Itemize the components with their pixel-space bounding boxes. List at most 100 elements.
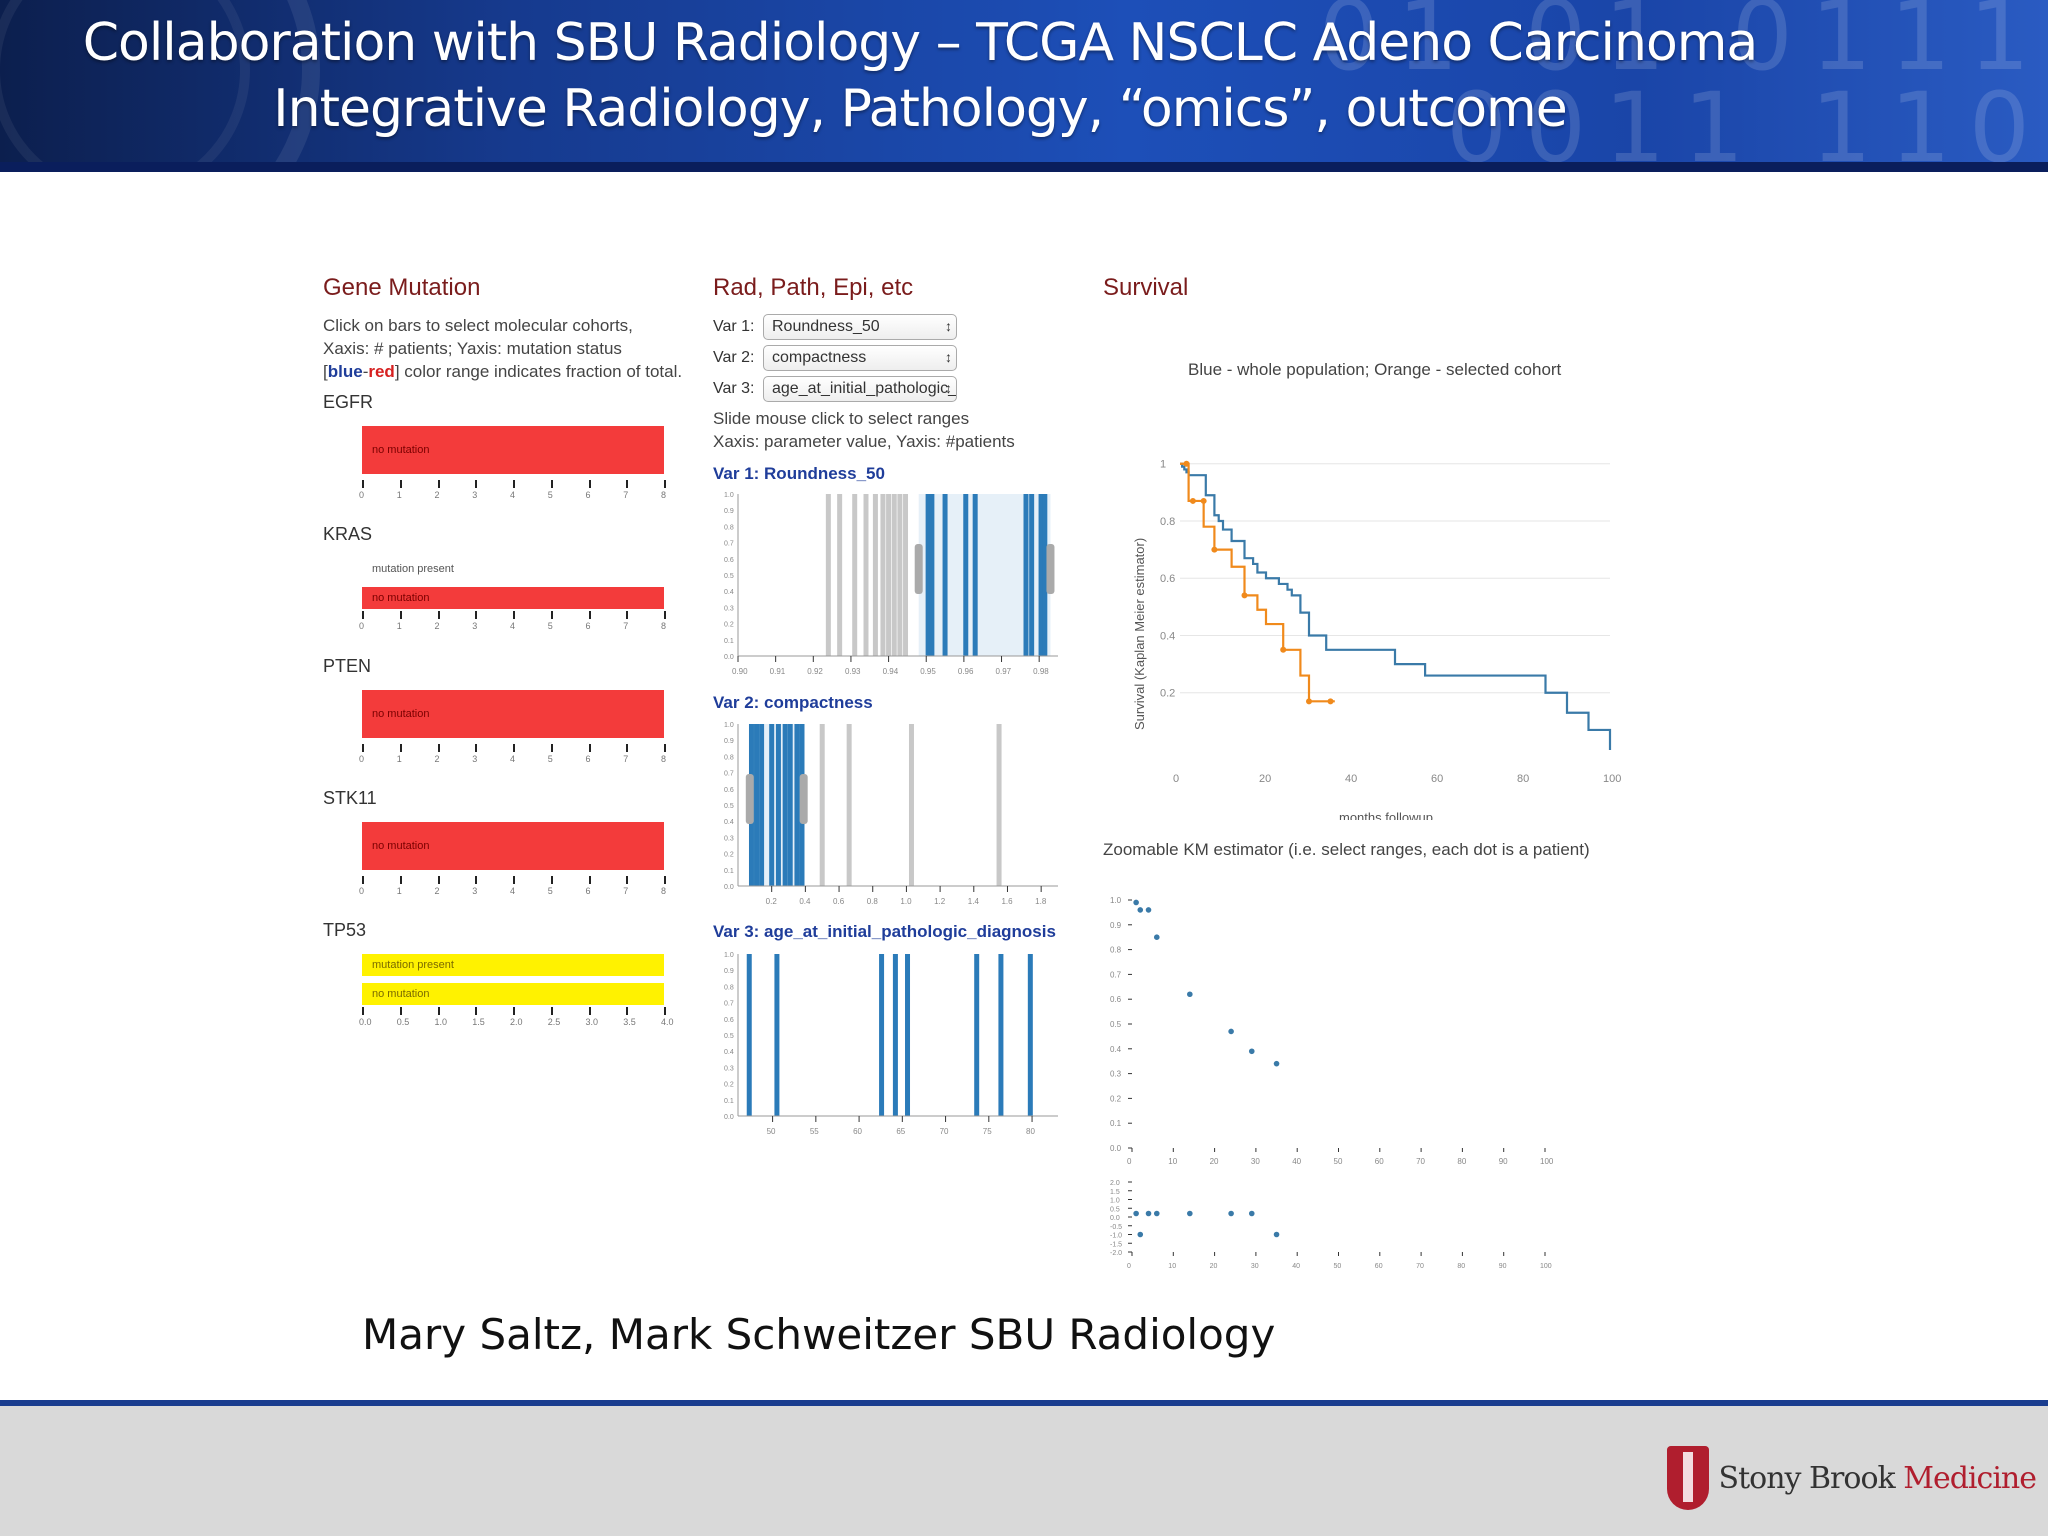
legend-dash: -	[362, 362, 369, 381]
y-tick-label: 0.6	[724, 557, 734, 564]
var2-label: Var 2:	[713, 349, 755, 366]
survival-km-chart[interactable]: 0.2 0.4 0.6 0.8 1 0 20 40 60 80 100 Survival (Kapla…	[1120, 440, 1640, 820]
axis-tick	[664, 744, 666, 752]
x-tick-label: 10	[1168, 1157, 1177, 1166]
x-axis-label: months followup	[1339, 810, 1433, 820]
x-tick-label: 0.95	[920, 667, 936, 676]
var3-select[interactable]: age_at_initial_pathologic_diagnosis	[763, 376, 957, 402]
axis-tick	[362, 480, 364, 488]
axis-tick-label: 0	[359, 754, 365, 764]
blue-bar	[929, 494, 935, 656]
y-tick-label: 1	[1160, 459, 1166, 471]
y-tick-label: 0.7	[724, 541, 734, 548]
legend-suffix: ] color range indicates fraction of tota…	[394, 362, 683, 381]
y-tick-label: 0.8	[724, 524, 734, 531]
rad-panel-heading: Rad, Path, Epi, etc	[713, 274, 914, 301]
y-tick-label: 0.4	[724, 589, 734, 596]
gene-bar-egfr-0[interactable]: no mutation	[362, 426, 664, 474]
patient-dot	[1273, 1231, 1280, 1238]
blue-bar	[769, 724, 775, 886]
axis-tick-label: 0.5	[396, 1017, 410, 1027]
axis-tick-label: 2	[434, 490, 440, 500]
y-tick-label: 0.2	[724, 1082, 734, 1089]
km-point	[1306, 698, 1312, 705]
zoomable-km-residual-scatter[interactable]: 2.0 1.5 1.00.5 0.0 -0.5 -1.0-1.5 -2.0 0 10 20 30 40…	[1100, 1176, 1560, 1272]
var3-histogram[interactable]: 0.0 0.1 0.2 0.3 0.4 0.5 0.6 0.7 0.8 0.9 1.0 50 55 60 6…	[700, 946, 1070, 1142]
blue-bar	[754, 724, 760, 886]
patient-dot	[1273, 1060, 1280, 1067]
x-tick-label: 90	[1499, 1263, 1507, 1270]
x-tick-label: 100	[1540, 1263, 1552, 1270]
grey-bar	[863, 494, 869, 656]
y-tick-label: 0.9	[1110, 921, 1122, 930]
brush-handle-right	[1046, 544, 1055, 594]
gene-bar-tp53-1[interactable]: no mutation	[362, 983, 664, 1005]
x-tick-label: 1.0	[900, 897, 912, 906]
patient-dot	[1187, 991, 1193, 998]
x-tick-label: 90	[1499, 1157, 1508, 1166]
logo-text-main: Stony Brook	[1718, 1460, 1896, 1496]
y-tick-label: 0.0	[724, 1114, 734, 1121]
km-point	[1200, 497, 1207, 504]
y-tick-label: 0.9	[724, 508, 734, 515]
x-tick-label: 1.8	[1035, 897, 1047, 906]
km-series-1	[1180, 462, 1335, 703]
grey-bar	[837, 494, 843, 656]
x-tick-label: 60	[853, 1127, 862, 1136]
axis-tick-label: 3	[472, 886, 478, 896]
blue-bar	[892, 954, 898, 1116]
y-tick-label: -0.5	[1110, 1224, 1122, 1231]
x-tick-label: 50	[767, 1127, 776, 1136]
blue-bar	[974, 954, 980, 1116]
axis-tick-label: 1.0	[434, 1017, 448, 1027]
x-tick-label: 1.4	[968, 897, 980, 906]
gene-bar-stk11-0[interactable]: no mutation	[362, 822, 664, 870]
axis-tick	[513, 744, 515, 752]
var2-histogram[interactable]: 0.0 0.1 0.2 0.3 0.4 0.5 0.6 0.7 0.8 0.9 1.0 0.2 0.4 0…	[700, 716, 1070, 912]
y-tick-label: 0.1	[1110, 1119, 1122, 1128]
gene-bar-pten-0[interactable]: no mutation	[362, 690, 664, 738]
y-tick-label: 0.0	[724, 654, 734, 661]
axis-tick-label: 1	[396, 886, 402, 896]
axis-tick-label: 0	[359, 490, 365, 500]
axis-tick	[664, 1007, 666, 1015]
gene-bar-kras-1[interactable]: no mutation	[362, 587, 664, 609]
axis-tick	[475, 1007, 478, 1015]
x-tick-label: 1.2	[934, 897, 946, 906]
y-tick-label: 0.1	[724, 868, 734, 875]
legend-red: red	[368, 362, 395, 381]
var1-histogram[interactable]: 0.0 0.1 0.2 0.3 0.4 0.5 0.6 0.7 0.8 0.9 1.0 0.90 0.9…	[700, 486, 1070, 682]
gene-bar-tp53-0[interactable]: mutation present	[362, 954, 664, 976]
y-tick-label: 0.6	[1110, 995, 1122, 1004]
var1-select[interactable]: Roundness_50	[763, 314, 957, 340]
gene-label-egfr: EGFR	[323, 392, 374, 412]
x-tick-label: 50	[1334, 1263, 1342, 1270]
axis-tick	[475, 876, 478, 884]
axis-tick-label: 0	[359, 886, 365, 896]
var2-select[interactable]: compactness	[763, 345, 957, 371]
x-tick-label: 0	[1127, 1157, 1132, 1166]
axis-tick-label: 2.0	[510, 1017, 523, 1027]
zoomable-km-scatter[interactable]: 0.0 0.1 0.2 0.3 0.4 0.5 0.6 0.7 0.8 0.9 1.0 0 10 20 30…	[1100, 886, 1560, 1170]
y-tick-label: 0.2	[724, 622, 734, 629]
logo-wordmark: Stony Brook Medicine	[1718, 1460, 2037, 1496]
axis-tick	[513, 876, 515, 884]
blue-bar	[1029, 494, 1035, 656]
axis-tick-label: 2	[434, 886, 440, 896]
axis-tick	[588, 744, 591, 752]
axis-tick-label: 0.0	[359, 1017, 372, 1027]
grey-bar	[897, 494, 903, 656]
survival-subtitle: Blue - whole population; Orange - select…	[1188, 360, 1562, 379]
y-tick-label: 0.6	[724, 1017, 734, 1024]
grey-bar	[880, 494, 886, 656]
km-point	[1327, 698, 1334, 705]
x-tick-label: 30	[1251, 1263, 1259, 1270]
axis-tick-label: 1	[396, 490, 402, 500]
axis-tick	[588, 480, 591, 488]
footer-bar: Stony Brook Medicine	[0, 1400, 2048, 1536]
author-credit: Mary Saltz, Mark Schweitzer SBU Radiolog…	[362, 1310, 1276, 1359]
x-tick-label: 60	[1431, 773, 1443, 785]
gene-bar-kras-0[interactable]: mutation present	[372, 563, 454, 575]
y-tick-label: 1.0	[724, 492, 734, 499]
blue-bar	[775, 724, 781, 886]
